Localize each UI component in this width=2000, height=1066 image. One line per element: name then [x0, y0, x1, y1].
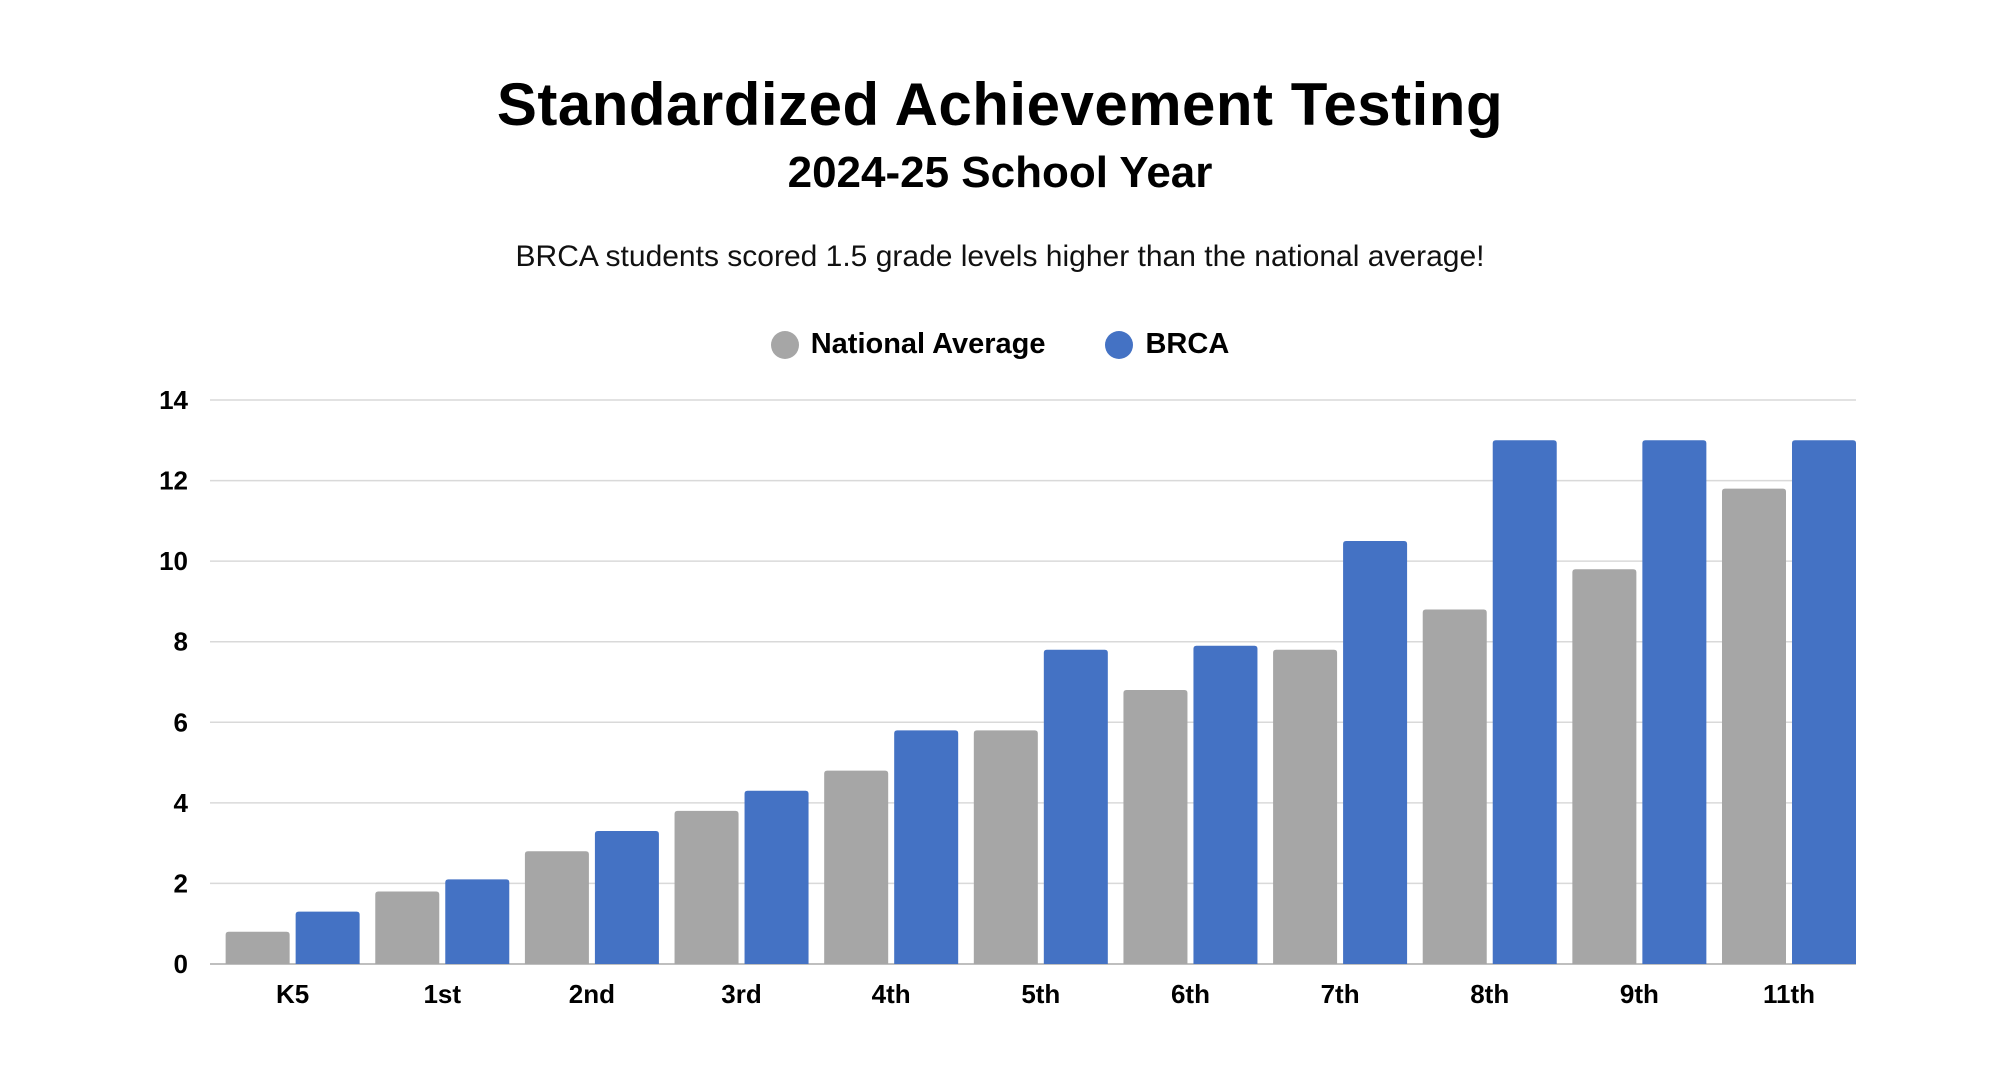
x-tick-label: 3rd — [721, 979, 761, 1009]
x-tick-label: 9th — [1620, 979, 1659, 1009]
legend-item-brca: BRCA — [1105, 328, 1229, 361]
bar-brca-6th — [1193, 645, 1258, 964]
x-tick-label: 1st — [423, 979, 461, 1009]
bar-national-average-k5 — [225, 931, 290, 964]
x-tick-label: 6th — [1171, 979, 1210, 1009]
bar-national-average-9th — [1572, 569, 1637, 964]
bar-national-average-1st — [375, 891, 440, 964]
bar-brca-9th — [1642, 440, 1707, 964]
y-tick-label: 0 — [174, 949, 188, 979]
x-tick-label: 8th — [1470, 979, 1509, 1009]
bar-brca-4th — [894, 730, 959, 964]
chart-caption: BRCA students scored 1.5 grade levels hi… — [515, 240, 1485, 273]
legend-item-national: National Average — [770, 328, 1046, 361]
bar-national-average-6th — [1123, 690, 1188, 964]
x-tick-label: 11th — [1763, 979, 1815, 1009]
x-tick-label: 4th — [872, 979, 911, 1009]
bar-brca-1st — [445, 879, 510, 964]
y-tick-label: 12 — [159, 466, 188, 496]
x-tick-label: 2nd — [569, 979, 615, 1009]
legend-label-national: National Average — [810, 328, 1046, 360]
x-tick-label: 5th — [1021, 979, 1060, 1009]
bar-national-average-4th — [824, 770, 889, 964]
bar-national-average-11th — [1722, 488, 1786, 964]
bar-brca-5th — [1043, 649, 1108, 964]
bar-brca-2nd — [594, 831, 659, 964]
legend-swatch-brca — [1105, 330, 1134, 359]
bar-brca-7th — [1343, 541, 1408, 964]
y-tick-label: 6 — [174, 707, 188, 737]
bar-brca-3rd — [744, 790, 809, 964]
chart-subtitle: 2024-25 School Year — [787, 148, 1213, 197]
bar-national-average-8th — [1422, 609, 1487, 964]
bar-brca-11th — [1792, 440, 1856, 964]
bar-national-average-7th — [1273, 649, 1338, 964]
bar-national-average-2nd — [524, 851, 589, 964]
y-tick-label: 10 — [159, 546, 188, 576]
y-tick-label: 2 — [174, 868, 188, 898]
bar-national-average-3rd — [674, 810, 739, 964]
bar-national-average-5th — [973, 730, 1038, 964]
legend-swatch-national — [770, 330, 799, 359]
y-tick-label: 4 — [174, 788, 189, 818]
bar-brca-k5 — [295, 911, 360, 964]
chart-legend: National Average BRCA — [0, 328, 2000, 361]
x-tick-label: 7th — [1321, 979, 1360, 1009]
y-tick-label: 14 — [159, 385, 188, 415]
legend-label-brca: BRCA — [1145, 328, 1230, 360]
chart-title: Standardized Achievement Testing — [496, 71, 1504, 138]
y-tick-label: 8 — [174, 627, 188, 657]
bar-brca-8th — [1492, 440, 1557, 964]
x-tick-label: K5 — [276, 979, 309, 1009]
